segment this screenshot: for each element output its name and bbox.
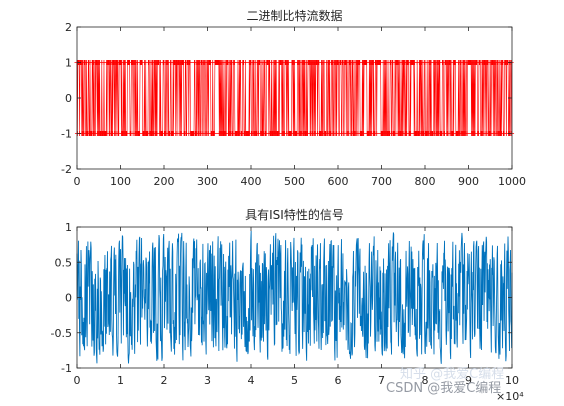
y-tick-label: -1	[61, 128, 72, 141]
x-tick-label: 5	[291, 374, 298, 387]
y-tick-label: 0.5	[55, 256, 73, 269]
axes2-ticks: 0 1 2 3 4 5 6 7 8 9 10 -1 -0.5 0 0.5 1	[51, 221, 519, 387]
x-tick-label: 8	[422, 374, 429, 387]
y-tick-label: 0	[65, 292, 72, 305]
y-tick-label: -1	[61, 362, 72, 375]
x-tick-label: 400	[241, 175, 262, 188]
x-tick-label: 200	[154, 175, 175, 188]
watermark-zhihu: 知乎 @我爱C编程	[400, 366, 504, 382]
bitstream-line	[76, 62, 512, 134]
x-tick-label: 7	[378, 374, 385, 387]
y-tick-label: 1	[65, 57, 72, 70]
axes1-ticks: 0 100 200 300 400 500 600 700 800 900 1000 -2 -1 0 1 2	[61, 21, 526, 188]
x-tick-label: 0	[74, 374, 81, 387]
y-tick-label: -2	[61, 163, 72, 176]
y-tick-label: -0.5	[51, 327, 72, 340]
x-tick-label: 0	[74, 175, 81, 188]
binary-bitstream-series	[74, 60, 515, 136]
x-tick-label: 6	[335, 374, 342, 387]
x-tick-label: 1000	[498, 175, 526, 188]
isi-signal-line	[76, 230, 513, 364]
x-tick-label: 2	[161, 374, 168, 387]
x-tick-label: 10	[505, 374, 519, 387]
x-tick-label: 100	[110, 175, 131, 188]
y-tick-label: 0	[65, 92, 72, 105]
x-tick-label: 800	[415, 175, 436, 188]
axes2-title: 具有ISI特性的信号	[245, 207, 344, 222]
x-tick-label: 3	[204, 374, 211, 387]
x-tick-label: 900	[458, 175, 479, 188]
x-tick-label: 4	[248, 374, 255, 387]
axes2-x-multiplier: ×10⁴	[496, 390, 524, 403]
y-tick-label: 2	[65, 21, 72, 34]
isi-signal-series	[76, 230, 513, 364]
axes-binary-bitstream: 0 100 200 300 400 500 600 700 800 900 1000-2-1012 …	[61, 8, 526, 188]
x-tick-label: 300	[197, 175, 218, 188]
watermark-csdn: CSDN @我爱C编程	[386, 381, 501, 396]
axes-isi-signal: 0 1 2 3 4 5 6 7 8 9 10 -1 -0.5 0 0.5 1 具有ISI特性的信号 ×10⁴	[51, 207, 525, 403]
x-tick-label: 500	[284, 175, 305, 188]
y-tick-label: 1	[65, 221, 72, 234]
x-tick-label: 1	[117, 374, 124, 387]
x-tick-label: 700	[371, 175, 392, 188]
x-tick-label: 9	[465, 374, 472, 387]
x-tick-label: 600	[328, 175, 349, 188]
axes1-title: 二进制比特流数据	[246, 8, 342, 23]
